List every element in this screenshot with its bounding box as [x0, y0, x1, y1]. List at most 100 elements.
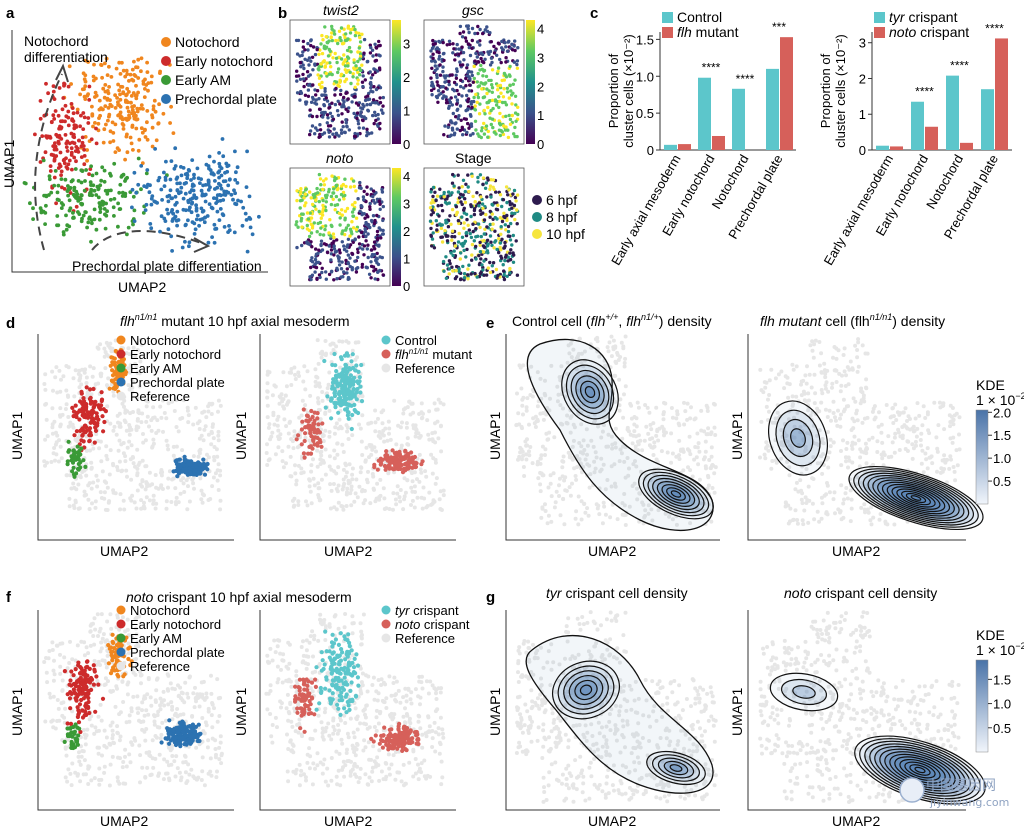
umap-point	[67, 158, 72, 163]
umap-point	[503, 215, 507, 220]
umap-point	[75, 107, 80, 112]
umap-point	[335, 132, 339, 137]
umap-point	[332, 247, 337, 251]
panel-a-axes	[11, 30, 268, 273]
reference-point	[520, 403, 525, 408]
reference-point	[180, 416, 185, 420]
umap-point	[486, 129, 490, 134]
umap-point	[144, 171, 149, 176]
umap-point	[221, 154, 226, 159]
reference-point	[432, 401, 437, 406]
reference-point	[334, 507, 339, 512]
umap-point	[357, 186, 362, 190]
umap-point	[301, 39, 306, 44]
umap-point	[475, 31, 480, 36]
umap-point	[371, 214, 376, 218]
umap-point	[496, 84, 500, 88]
umap-point	[444, 255, 448, 259]
umap-point	[467, 89, 471, 93]
umap-point	[340, 240, 344, 244]
umap-point	[466, 173, 470, 177]
reference-point	[357, 484, 362, 489]
umap-point	[125, 150, 130, 155]
umap-point	[485, 87, 489, 91]
umap-point	[63, 177, 68, 182]
umap-point	[459, 118, 463, 123]
umap-point	[132, 73, 137, 77]
reference-point	[709, 519, 714, 524]
umap-point	[304, 77, 308, 81]
umap-point	[49, 190, 54, 195]
umap-point	[123, 194, 128, 199]
umap-point	[515, 59, 520, 63]
reference-point	[302, 364, 307, 369]
umap-point	[484, 181, 489, 185]
reference-point	[404, 425, 409, 430]
umap-point	[166, 199, 171, 204]
umap-point	[493, 229, 497, 233]
umap-point	[369, 187, 373, 191]
umap-point	[458, 277, 463, 282]
umap-point	[232, 188, 236, 193]
umap-point	[445, 220, 449, 225]
reference-point	[124, 468, 129, 473]
umap-point	[308, 82, 312, 87]
reference-point	[327, 370, 332, 375]
umap-point	[510, 48, 515, 52]
umap-point	[345, 125, 349, 129]
umap-point	[307, 234, 312, 239]
umap-point	[198, 181, 202, 186]
umap-point	[59, 177, 64, 182]
cell-point	[188, 462, 193, 467]
umap-point	[429, 88, 434, 93]
umap-point	[134, 190, 139, 195]
umap-point	[219, 173, 224, 178]
umap-point	[157, 102, 162, 107]
umap-point	[457, 267, 461, 271]
umap-point	[466, 273, 470, 277]
cell-point	[322, 358, 327, 364]
bar	[732, 88, 745, 150]
umap-point	[66, 184, 70, 188]
cell-point	[80, 432, 85, 438]
umap-point	[313, 62, 317, 66]
reference-point	[151, 405, 156, 410]
umap-point	[330, 31, 334, 35]
umap-point	[358, 68, 363, 73]
reference-point	[210, 484, 215, 489]
umap-point	[483, 112, 487, 116]
cell-point	[345, 402, 350, 407]
umap-point	[369, 260, 373, 264]
umap-point	[467, 228, 471, 232]
reference-point	[166, 485, 170, 490]
umap-point	[169, 159, 174, 164]
umap-point	[473, 271, 477, 276]
reference-point	[370, 447, 375, 452]
reference-point	[186, 420, 191, 425]
umap-point	[484, 273, 489, 277]
cell-point	[70, 460, 76, 465]
b-frame-gsc	[423, 19, 525, 145]
reference-point	[378, 477, 383, 482]
umap-point	[185, 173, 190, 178]
reference-point	[321, 458, 326, 463]
legend-label: Prechordal plate	[130, 375, 225, 390]
reference-point	[424, 505, 429, 510]
umap-point	[488, 215, 492, 219]
umap-point	[344, 184, 348, 189]
umap-point	[488, 209, 492, 214]
umap-point	[210, 171, 215, 176]
reference-point	[335, 441, 340, 446]
umap-point	[74, 204, 79, 209]
umap-point	[510, 214, 514, 218]
umap-point	[321, 115, 325, 119]
umap-point	[441, 90, 445, 94]
reference-point	[573, 474, 578, 478]
umap-point	[229, 192, 234, 197]
umap-point	[349, 50, 353, 54]
umap-point	[466, 223, 470, 227]
umap-point	[475, 275, 479, 279]
umap-point	[488, 222, 492, 227]
umap-point	[451, 269, 455, 273]
